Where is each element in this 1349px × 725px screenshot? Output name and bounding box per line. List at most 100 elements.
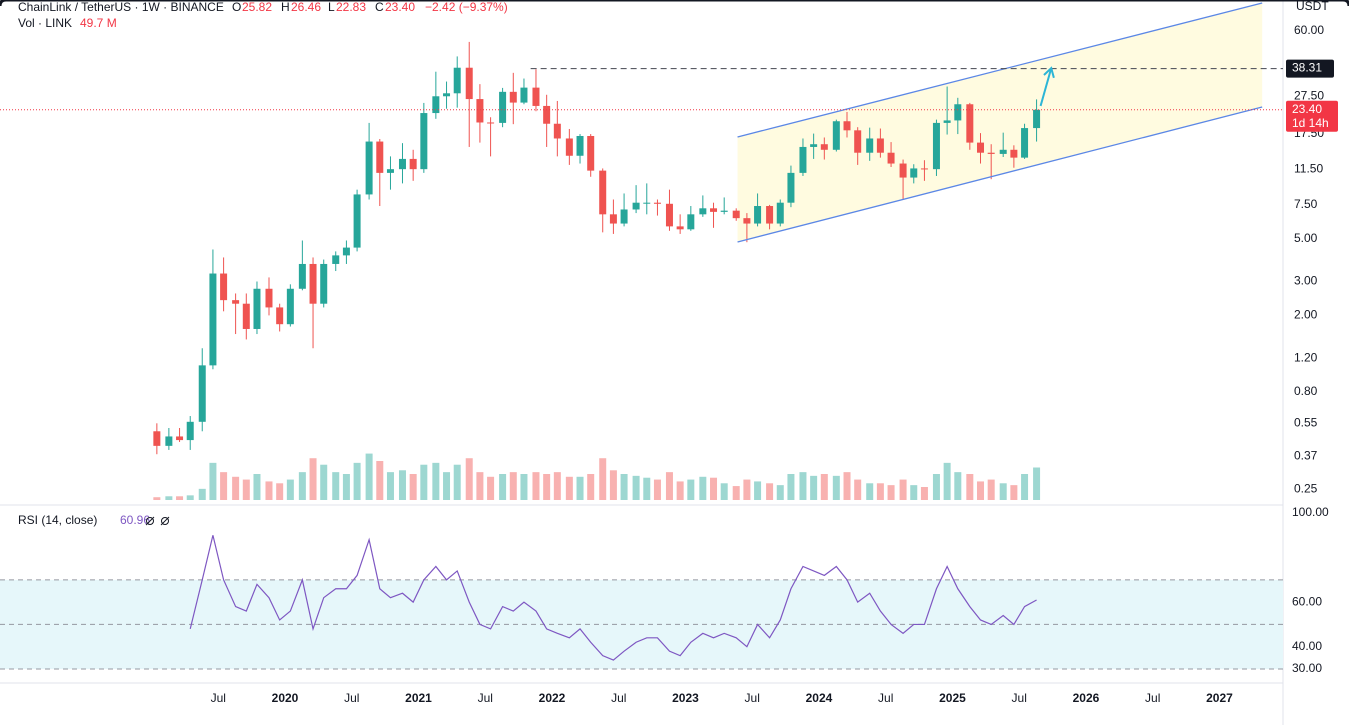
candle-body xyxy=(820,144,828,150)
volume-bar xyxy=(899,479,907,500)
candle-body xyxy=(487,122,495,124)
candle-body xyxy=(398,158,406,170)
volume-bar xyxy=(487,476,495,500)
volume-bar xyxy=(876,483,884,500)
volume-bar xyxy=(509,472,517,500)
candle-body xyxy=(754,206,762,224)
volume-current: 49.7 M xyxy=(80,16,117,30)
candle-body xyxy=(687,214,695,230)
x-tick-label: Jul xyxy=(211,691,226,705)
candle-body xyxy=(553,123,561,139)
high-key: H xyxy=(281,0,290,14)
close-key: C xyxy=(375,0,384,14)
volume-bar xyxy=(176,496,184,500)
candle-body xyxy=(620,209,628,224)
arrow-head xyxy=(1043,66,1055,79)
volume-bar xyxy=(432,462,440,500)
candle-body xyxy=(866,138,874,153)
volume-bar xyxy=(186,495,194,500)
volume-bar xyxy=(209,462,217,500)
rsi-tick-label: 60.00 xyxy=(1292,594,1322,608)
candle-body xyxy=(1010,149,1018,158)
rsi-icons xyxy=(145,516,170,526)
x-tick-label: 2021 xyxy=(405,691,432,705)
volume-bar xyxy=(832,475,840,500)
volume-bar xyxy=(887,485,895,500)
candle-body xyxy=(309,263,317,304)
x-tick-label: 2026 xyxy=(1073,691,1100,705)
candle-body xyxy=(276,307,284,325)
volume-bar xyxy=(643,477,651,500)
candle-body xyxy=(242,303,250,329)
candle-body xyxy=(453,67,461,94)
candle-body xyxy=(954,104,962,121)
low-value: 22.83 xyxy=(336,0,366,14)
close-value: 23.40 xyxy=(385,0,415,14)
volume-bar xyxy=(665,472,673,500)
y-tick-label: 2.00 xyxy=(1294,308,1318,322)
volume-bar xyxy=(386,472,394,500)
candle-body xyxy=(576,135,584,156)
candle-body xyxy=(232,300,240,304)
candle-body xyxy=(887,152,895,164)
volume-bar xyxy=(353,462,361,500)
volume-bar xyxy=(720,483,728,500)
candle-body xyxy=(342,247,350,256)
candle-body xyxy=(1033,109,1041,129)
y-tick-label: 0.37 xyxy=(1294,449,1318,463)
symbol: ChainLink / TetherUS · 1W · BINANCE xyxy=(18,0,224,14)
x-tick-label: 2023 xyxy=(672,691,699,705)
candle-body xyxy=(632,202,640,210)
arrow-shaft xyxy=(1039,67,1053,107)
volume-bar xyxy=(499,474,507,500)
volume-bar xyxy=(910,485,918,500)
x-tick-label: Jul xyxy=(878,691,893,705)
candle-body xyxy=(710,208,718,212)
candle-body xyxy=(932,122,940,170)
volume-bar xyxy=(954,472,962,500)
candle-body xyxy=(876,138,884,153)
volume-bar xyxy=(276,483,284,500)
volume-bar xyxy=(966,474,974,500)
volume-bar xyxy=(843,472,851,500)
price-tag-label: 23.40 xyxy=(1292,102,1322,116)
x-tick-label: Jul xyxy=(344,691,359,705)
x-tick-label: Jul xyxy=(478,691,493,705)
candle-body xyxy=(787,172,795,203)
x-tick-label: Jul xyxy=(1145,691,1160,705)
volume-bar xyxy=(587,474,595,500)
candle-body xyxy=(966,104,974,143)
volume-bar xyxy=(198,488,206,500)
candle-body xyxy=(386,169,394,173)
x-tick-label: 2025 xyxy=(939,691,966,705)
candle-body xyxy=(587,135,595,171)
candle-body xyxy=(977,142,985,153)
candle-body xyxy=(165,436,173,446)
volume-bar xyxy=(232,476,240,500)
x-tick-label: 2020 xyxy=(272,691,299,705)
volume-bar xyxy=(854,479,862,500)
candle-body xyxy=(987,152,995,154)
candle-body xyxy=(609,214,617,224)
volume-bar xyxy=(687,479,695,500)
volume-bar xyxy=(532,472,540,500)
volume-bar xyxy=(609,470,617,500)
volume-bar xyxy=(1021,474,1029,500)
volume-bar xyxy=(465,458,473,500)
volume-bar xyxy=(977,481,985,500)
candle-body xyxy=(332,255,340,264)
price-tag xyxy=(1286,100,1338,132)
candle-body xyxy=(509,91,517,103)
candle-body xyxy=(365,141,373,195)
candle-body xyxy=(943,120,951,123)
volume-bar xyxy=(332,472,340,500)
volume-bar xyxy=(632,475,640,500)
x-tick-label: Jul xyxy=(745,691,760,705)
y-tick-label: 27.50 xyxy=(1294,88,1324,102)
volume-bar xyxy=(932,474,940,500)
rsi-line xyxy=(189,535,1037,661)
candle-body xyxy=(720,210,728,212)
candle-body xyxy=(376,141,384,173)
change: −2.42 (−9.37%) xyxy=(425,0,508,14)
candle-body xyxy=(676,226,684,230)
